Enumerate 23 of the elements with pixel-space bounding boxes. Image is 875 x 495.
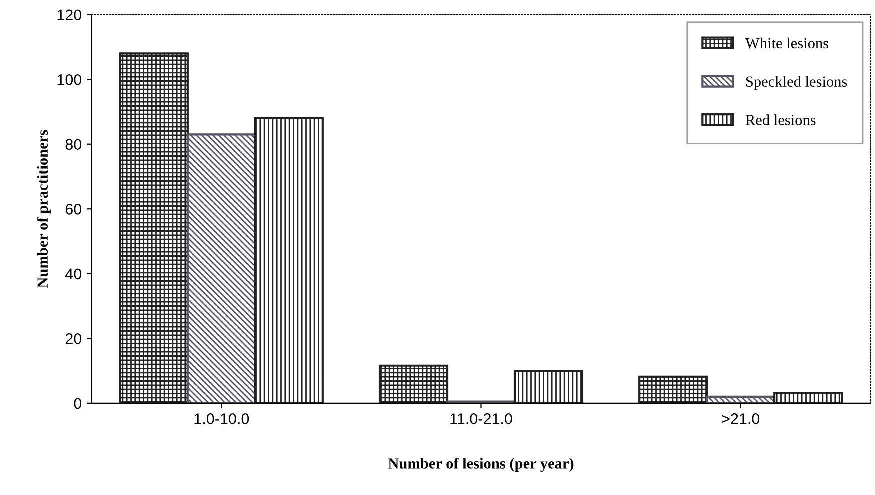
bar [119,52,189,404]
y-tick-label: 20 [66,334,82,344]
x-tick-label: >21.0 [722,414,760,424]
y-tick-label: 120 [58,10,82,21]
x-tick-label: 1.0-10.0 [194,414,250,424]
x-axis-title: Number of lesions (per year) [388,458,574,472]
bar [378,364,449,404]
y-tick-label: 0 [74,398,82,410]
y-tick-label: 40 [66,268,82,280]
legend-label: Speckled lesions [746,76,848,90]
y-axis-title: Number of practitioners [37,130,52,288]
bar [254,117,324,404]
bar [706,396,776,404]
bar [774,392,844,404]
bar [514,370,584,404]
x-tick-label: 11.0-21.0 [450,414,512,424]
legend-label: Red lesions [746,114,816,126]
y-tick-label: 60 [66,204,82,215]
y-tick-label: 100 [58,74,82,86]
bar [638,376,708,404]
legend-label: White lesions [745,38,828,49]
y-tick-label: 80 [66,139,82,150]
bar [186,134,256,404]
